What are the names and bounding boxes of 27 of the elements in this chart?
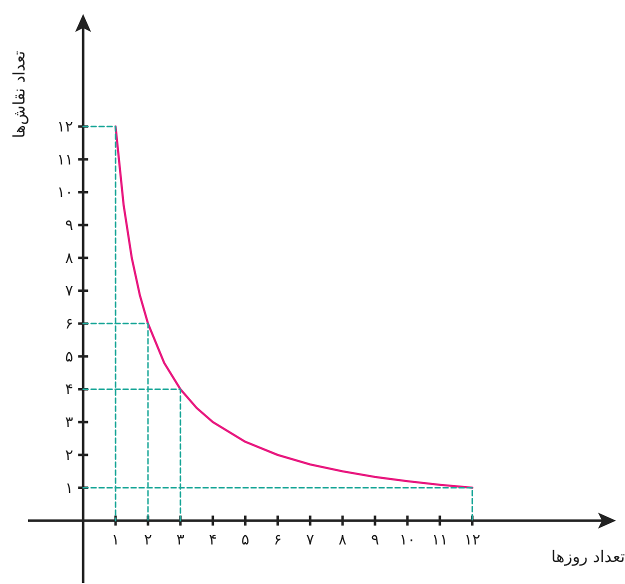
y-tick-label: ۹ [65,216,74,234]
x-tick-label: ۱ [112,530,120,549]
y-tick-label: ۵ [65,347,74,366]
x-axis-title: تعداد روزها [551,546,625,566]
x-tick-label: ۷ [306,530,314,549]
x-tick-label: ۸ [338,530,347,549]
y-tick-label: ۱ [65,478,74,497]
y-tick-label: ۱۰ [57,183,74,202]
x-tick-label: ۱۱ [432,530,448,549]
line-series [114,125,474,489]
y-tick-label: ۸ [65,248,74,267]
y-tick-label: ۳ [65,413,74,432]
y-tick-label: ۴ [65,380,74,398]
y-tick-label: ۲ [65,446,74,464]
x-tick-label: ۳ [176,530,184,549]
y-axis-title: تعداد نقاش‌ها [10,50,28,138]
x-tick-label: ۹ [370,530,380,549]
x-tick-label: ۴ [208,530,217,549]
y-tick-label: ۷ [65,282,74,300]
x-tick-label: ۶ [274,530,282,549]
x-tick-label: ۲ [144,530,152,549]
x-tick-label: ۱۰ [399,530,416,549]
x-tick-label: ۵ [241,530,250,549]
y-tick-label: ۱۱ [57,150,74,168]
y-tick-label: ۱۲ [57,118,74,136]
y-tick-label: ۶ [65,314,74,333]
x-tick-label: ۱۲ [464,530,480,549]
